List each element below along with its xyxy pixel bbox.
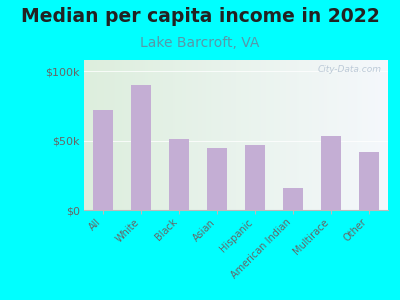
Bar xyxy=(92,110,114,210)
Bar xyxy=(244,145,266,210)
Bar xyxy=(130,85,152,210)
Text: Lake Barcroft, VA: Lake Barcroft, VA xyxy=(140,36,260,50)
Bar xyxy=(168,139,190,210)
Text: Median per capita income in 2022: Median per capita income in 2022 xyxy=(21,8,379,26)
Bar xyxy=(282,188,304,210)
Bar xyxy=(320,136,342,210)
Bar xyxy=(206,148,228,210)
Text: City-Data.com: City-Data.com xyxy=(318,64,382,74)
Bar xyxy=(358,152,380,210)
